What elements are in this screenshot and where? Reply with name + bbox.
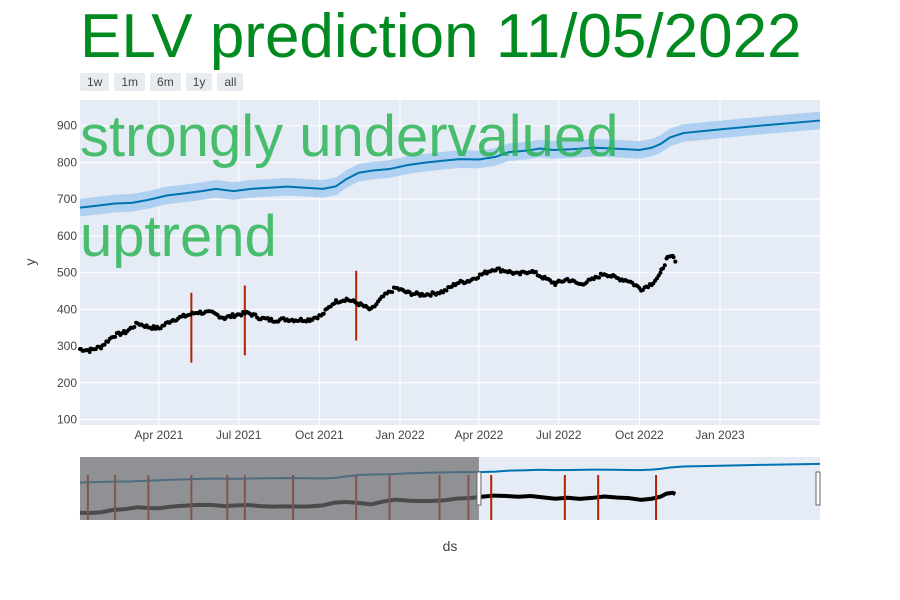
range-button-1y[interactable]: 1y	[185, 73, 213, 91]
range-slider[interactable]	[79, 457, 821, 520]
annotation-trend: uptrend	[80, 204, 277, 269]
actual-data-point	[113, 334, 118, 339]
y-tick-label: 400	[57, 302, 77, 316]
y-tick-label: 300	[57, 339, 77, 353]
range-slider-handle-right[interactable]	[815, 471, 821, 506]
actual-data-point	[102, 342, 107, 347]
actual-data-point	[239, 313, 244, 318]
actual-points-layer	[78, 253, 678, 354]
annotation-valuation: strongly undervalued	[80, 104, 618, 169]
actual-data-point	[658, 270, 663, 275]
x-tick-label: Jan 2022	[375, 428, 425, 442]
x-tick-label: Oct 2022	[615, 428, 664, 442]
actual-data-point	[476, 275, 481, 280]
forecast-uncertainty-band	[80, 111, 820, 217]
range-slider-handle-left[interactable]	[476, 471, 482, 506]
range-button-all[interactable]: all	[217, 73, 244, 91]
y-axis-title: y	[22, 259, 38, 266]
x-tick-label: Jan 2023	[695, 428, 745, 442]
actual-data-point	[656, 273, 661, 278]
actual-data-point	[149, 326, 154, 331]
y-tick-label: 100	[57, 412, 77, 426]
actual-data-point	[533, 269, 538, 274]
y-tick-label: 700	[57, 192, 77, 206]
x-tick-label: Oct 2021	[295, 428, 344, 442]
actual-data-point	[230, 312, 235, 317]
actual-data-point	[228, 315, 233, 320]
actual-data-point	[661, 266, 666, 271]
x-tick-label: Apr 2022	[455, 428, 504, 442]
actual-data-point	[132, 325, 137, 330]
actual-data-point	[315, 316, 320, 321]
range-slider-mask[interactable]	[80, 457, 479, 520]
actual-data-point	[99, 346, 104, 351]
x-axis-title: ds	[443, 538, 458, 554]
forecast-line	[79, 119, 821, 209]
x-tick-label: Apr 2021	[135, 428, 184, 442]
y-tick-label: 800	[57, 155, 77, 169]
range-button-6m[interactable]: 6m	[150, 73, 181, 91]
actual-data-point	[253, 312, 258, 317]
actual-data-point	[390, 289, 395, 294]
x-tick-label: Jul 2021	[216, 428, 262, 442]
chart-title: ELV prediction 11/05/2022	[80, 2, 802, 71]
x-axis-ticks: Apr 2021 Jul 2021 Oct 2021 Jan 2022 Apr 2022…	[135, 428, 745, 442]
actual-data-point	[106, 339, 111, 344]
range-button-1m[interactable]: 1m	[114, 73, 146, 91]
y-axis-ticks: 100 200 300 400 500 600 700 800 900	[57, 119, 77, 427]
forecast-band-layer	[80, 111, 820, 217]
actual-data-point	[673, 259, 678, 264]
y-tick-label: 200	[57, 376, 77, 390]
forecast-line-layer	[79, 119, 821, 209]
actual-data-point	[444, 288, 449, 293]
actual-data-point	[497, 266, 502, 271]
changepoint-layer	[190, 270, 358, 363]
actual-data-point	[646, 285, 651, 290]
actual-data-point	[87, 349, 92, 354]
actual-data-point	[321, 311, 326, 316]
y-tick-label: 500	[57, 266, 77, 280]
actual-data-point	[662, 263, 667, 268]
actual-data-point	[428, 293, 433, 298]
range-selector: 1w 1m 6m 1y all	[80, 73, 244, 91]
y-tick-label: 900	[57, 119, 77, 133]
actual-data-point	[597, 275, 602, 280]
range-button-1w[interactable]: 1w	[80, 73, 110, 91]
actual-data-point	[671, 255, 676, 260]
y-tick-label: 600	[57, 229, 77, 243]
actual-data-point	[332, 301, 337, 306]
x-tick-label: Jul 2022	[536, 428, 582, 442]
